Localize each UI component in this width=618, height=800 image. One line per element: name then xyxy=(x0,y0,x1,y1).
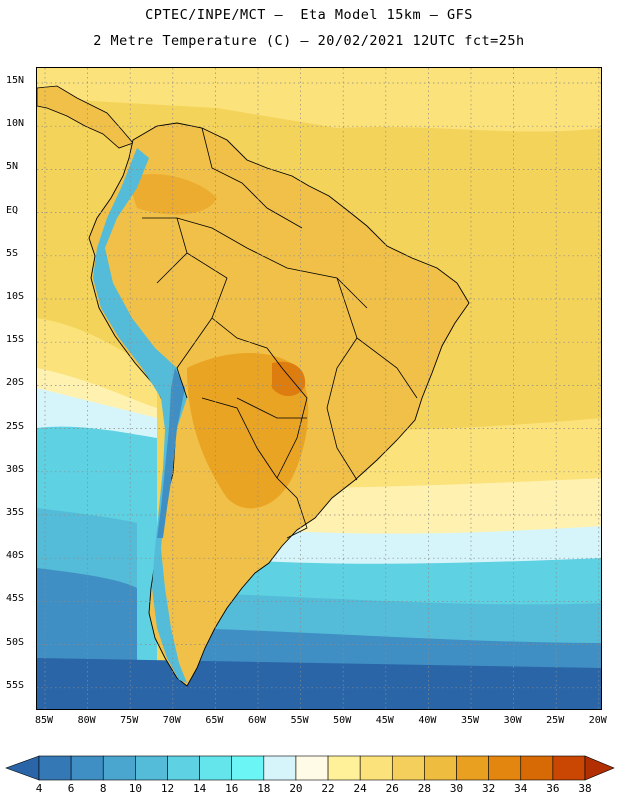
colorbar-label: 4 xyxy=(35,782,43,795)
colorbar-label: 16 xyxy=(225,782,239,795)
latitude-label: 10S xyxy=(6,291,25,302)
latitude-label: 20S xyxy=(6,377,25,389)
colorbar-label: 20 xyxy=(289,782,303,795)
longitude-label: 60W xyxy=(247,715,267,726)
colorbar-label: 26 xyxy=(385,782,399,795)
latitude-label: 5S xyxy=(6,247,19,259)
latitude-label: 15N xyxy=(6,75,25,86)
andes-high-ridge xyxy=(157,368,185,538)
colorbar-label: 22 xyxy=(321,782,335,795)
colorbar-swatch xyxy=(199,755,233,781)
map-title: CPTEC/INPE/MCT – Eta Model 15km – GFS xyxy=(145,7,473,23)
latitude-label: 35S xyxy=(6,507,25,518)
colorbar-swatch xyxy=(135,755,168,781)
colorbar-swatch xyxy=(520,755,554,781)
colorbar-swatch xyxy=(295,755,329,781)
colorbar-label: 12 xyxy=(160,782,175,795)
colorbar-swatch xyxy=(391,755,425,781)
map-subtitle: 2 Metre Temperature (C) – 20/02/2021 12U… xyxy=(93,33,525,49)
latitude-label: EQ xyxy=(6,204,19,216)
latitude-label: 25S xyxy=(6,420,25,432)
colorbar-label: 32 xyxy=(482,782,496,795)
colorbar-label: 24 xyxy=(353,782,367,795)
longitude-label: 85W xyxy=(34,715,54,726)
colorbar-swatch xyxy=(102,755,136,781)
longitude-label: 55W xyxy=(290,715,309,726)
longitude-label: 25W xyxy=(546,715,565,726)
longitude-label: 65W xyxy=(205,715,224,726)
graticule xyxy=(37,68,601,709)
latitude-label: 40S xyxy=(6,550,25,562)
temperature-map xyxy=(36,67,602,710)
latitude-label: 50S xyxy=(6,636,25,648)
latitude-label: 30S xyxy=(6,463,25,475)
longitude-label: 35W xyxy=(460,715,480,726)
central-america-land xyxy=(37,85,134,149)
colorbar-label: 38 xyxy=(578,782,592,795)
colorbar-swatch xyxy=(552,755,586,781)
longitude-label: 70W xyxy=(162,715,181,726)
colorbar-swatch xyxy=(456,755,489,781)
colorbar-label: 14 xyxy=(192,782,207,795)
colorbar-swatch xyxy=(167,755,200,781)
latitude-label: 55S xyxy=(6,679,25,691)
colorbar-label: 10 xyxy=(128,782,142,795)
colorbar-swatch xyxy=(327,755,361,781)
latitude-label: 5N xyxy=(6,161,19,173)
colorbar-label: 18 xyxy=(257,782,271,795)
colorbar-swatch xyxy=(231,755,265,781)
longitude-label: 80W xyxy=(77,715,96,726)
longitude-label: 30W xyxy=(503,715,522,726)
longitude-label: 50W xyxy=(333,715,352,726)
latitude-label: 15S xyxy=(6,334,25,346)
colorbar-swatch xyxy=(488,755,522,781)
colorbar-arrow-high xyxy=(584,755,615,781)
heat-zone-north xyxy=(127,174,217,215)
colorbar-arrow-low xyxy=(5,755,40,781)
latitude-label: 45S xyxy=(6,593,25,605)
colorbar-swatch xyxy=(424,755,457,781)
color-scale-bar xyxy=(5,755,615,781)
colorbar-label: 8 xyxy=(99,782,107,795)
longitude-label: 45W xyxy=(375,715,394,726)
colorbar-swatch xyxy=(38,755,72,781)
andes-cold-ridge xyxy=(93,148,187,683)
colorbar-swatch xyxy=(70,755,104,781)
colorbar-label: 28 xyxy=(417,782,432,795)
longitude-label: 75W xyxy=(120,715,139,726)
colorbar-label: 30 xyxy=(449,782,464,795)
ocean-band-north-warm xyxy=(37,68,601,132)
colorbar-label: 36 xyxy=(546,782,560,795)
longitude-label: 40W xyxy=(418,715,437,726)
country-borders xyxy=(142,127,418,539)
longitude-label: 20W xyxy=(588,715,607,726)
latitude-label: 10N xyxy=(6,118,25,130)
colorbar-label: 6 xyxy=(67,782,75,795)
colorbar-swatch xyxy=(263,755,297,781)
colorbar-swatch xyxy=(359,755,393,781)
colorbar-label: 34 xyxy=(514,782,528,795)
heat-zone-core xyxy=(272,361,306,397)
